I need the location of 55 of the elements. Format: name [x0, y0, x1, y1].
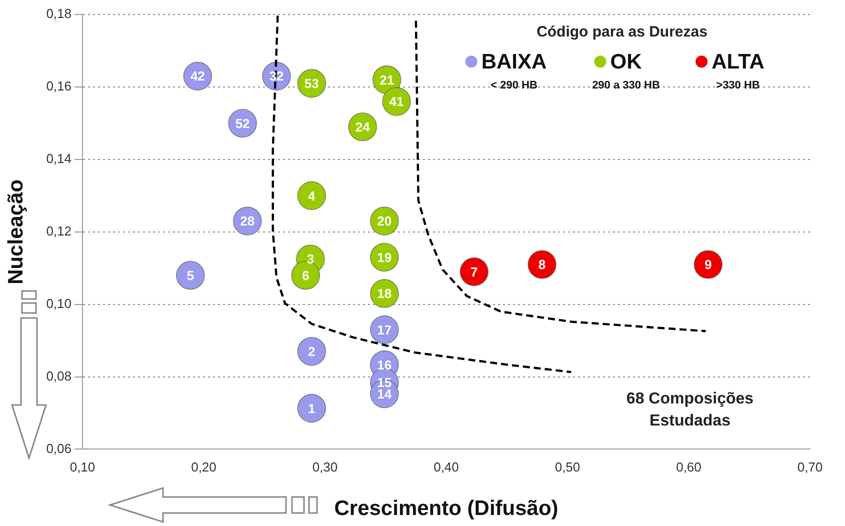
annotation: 19: [377, 250, 392, 265]
annotation: 3: [306, 252, 314, 267]
x-tick-label: 0,70: [797, 460, 823, 475]
annotation: 17: [377, 322, 392, 338]
annotation: 52: [235, 116, 250, 131]
annotation: 6: [302, 268, 310, 283]
annotation: 28: [240, 214, 255, 229]
annotation: 8: [538, 257, 546, 272]
point: [694, 250, 722, 279]
annotation: 68 Composições Estudadas: [626, 390, 754, 430]
x-tick-label: 0,50: [554, 460, 580, 475]
point: [297, 337, 326, 366]
annotation: 9: [704, 257, 712, 272]
x-axis-title: Crescimento (Difusão): [334, 497, 558, 520]
y-tick-label: 0,08: [46, 368, 72, 384]
point: [176, 261, 205, 290]
annotation: 16: [377, 357, 392, 372]
point: [528, 250, 556, 279]
x-tick-label: 0,20: [191, 460, 216, 475]
y-axis-title: Nucleação: [4, 179, 28, 284]
y-tick-label: 0,14: [46, 151, 72, 166]
point: [460, 257, 488, 286]
annotation: 7: [470, 264, 478, 280]
annotation: 290 a 330 HB: [592, 80, 660, 92]
point: [297, 181, 326, 210]
legend-label: OK: [610, 50, 642, 74]
y-tick-label: 0,16: [46, 78, 72, 94]
legend-label: BAIXA: [481, 50, 547, 74]
annotation: 18: [377, 286, 392, 302]
annotation: 5: [186, 268, 194, 283]
annotation: 20: [377, 214, 392, 229]
legend-title: Código para as Durezas: [536, 24, 708, 41]
annotation: 21: [380, 72, 394, 88]
y-tick-label: 0,18: [46, 6, 72, 22]
y-tick-label: 0,12: [46, 223, 72, 238]
annotation: 42: [190, 68, 205, 84]
y-tick-label: 0,10: [46, 296, 72, 311]
line-series: [414, 20, 707, 332]
annotation: 24: [355, 119, 371, 134]
annotation: 41: [389, 94, 404, 110]
annotation: 53: [304, 76, 319, 91]
annotation: 1: [308, 400, 316, 416]
annotation: 2: [308, 344, 316, 359]
annotation: < 290 HB: [490, 80, 538, 92]
x-tick-label: 0,10: [70, 460, 96, 475]
y-tick-label: 0,06: [46, 440, 72, 456]
x-tick-label: 0,60: [676, 460, 702, 475]
annotation: >330 HB: [716, 80, 760, 92]
annotation: 14: [377, 386, 392, 402]
annotation: 4: [308, 188, 316, 204]
point: [297, 394, 326, 423]
legend-label: ALTA: [712, 50, 764, 74]
annotation: 32: [269, 68, 284, 84]
x-tick-label: 0,40: [434, 460, 459, 475]
x-tick-label: 0,30: [312, 460, 338, 475]
